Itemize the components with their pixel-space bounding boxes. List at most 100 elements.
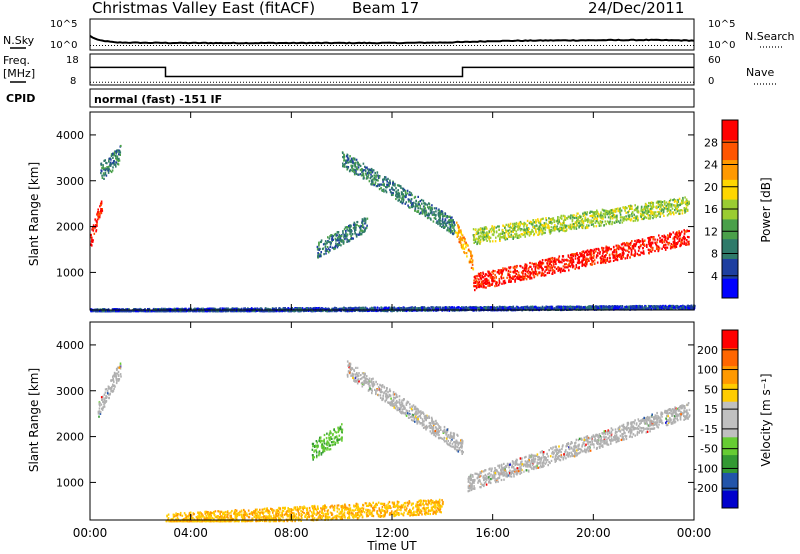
scatter-cell bbox=[571, 219, 574, 222]
scatter-cell bbox=[525, 228, 527, 231]
scatter-cell bbox=[583, 213, 586, 216]
scatter-cell bbox=[488, 272, 490, 275]
scatter-cell bbox=[677, 205, 679, 209]
scatter-cell bbox=[593, 211, 596, 214]
scatter-cell bbox=[642, 251, 645, 254]
scatter-cell bbox=[571, 226, 574, 229]
scatter-cell bbox=[584, 258, 586, 261]
scatter-cell bbox=[400, 191, 403, 194]
scatter-cell bbox=[114, 150, 116, 153]
scatter-cell bbox=[103, 174, 105, 177]
scatter-cell bbox=[481, 229, 484, 232]
scatter-cell bbox=[681, 242, 684, 245]
scatter-cell bbox=[364, 309, 366, 312]
scatter-cell bbox=[495, 275, 497, 279]
scatter-cell bbox=[552, 260, 555, 263]
scatter-cell bbox=[110, 153, 113, 156]
scatter-cell bbox=[630, 251, 633, 254]
scatter-cell bbox=[657, 200, 660, 203]
scatter-cell bbox=[590, 251, 593, 254]
scatter-cell bbox=[515, 233, 517, 236]
scatter-cell bbox=[552, 229, 554, 232]
scatter-cell bbox=[398, 195, 401, 198]
scatter-cell bbox=[602, 261, 605, 264]
scatter-cell bbox=[423, 208, 425, 211]
scatter-cell bbox=[586, 253, 589, 256]
scatter-cell bbox=[559, 227, 562, 230]
scatter-cell bbox=[500, 271, 502, 274]
scatter-cell bbox=[565, 224, 567, 227]
scatter-cell bbox=[540, 228, 542, 231]
scatter-cell bbox=[366, 217, 369, 220]
scatter-cell bbox=[435, 210, 437, 213]
scatter-cell bbox=[684, 237, 686, 240]
scatter-cell bbox=[555, 267, 558, 270]
scatter-cell bbox=[91, 244, 93, 247]
scatter-cell bbox=[611, 253, 614, 256]
scatter-cell bbox=[655, 201, 658, 204]
scatter-cell bbox=[356, 166, 358, 169]
scatter-cell bbox=[542, 262, 545, 265]
scatter-cell bbox=[664, 246, 666, 249]
scatter-cell bbox=[637, 217, 639, 220]
scatter-cell bbox=[623, 248, 626, 251]
scatter-cell bbox=[596, 214, 599, 218]
scatter-cell bbox=[465, 252, 468, 255]
scatter-cell bbox=[428, 202, 430, 205]
scatter-cell bbox=[550, 229, 553, 233]
scatter-cell bbox=[105, 174, 108, 177]
scatter-cell bbox=[535, 219, 537, 222]
scatter-cell bbox=[641, 306, 643, 309]
scatter-cell bbox=[568, 259, 571, 263]
scatter-cell bbox=[484, 273, 487, 276]
scatter-cell bbox=[551, 257, 554, 260]
scatter-cell bbox=[434, 214, 437, 217]
scatter-cell bbox=[553, 260, 555, 263]
scatter-cell bbox=[551, 272, 553, 275]
scatter-cell bbox=[466, 243, 468, 246]
scatter-cell bbox=[473, 236, 475, 240]
scatter-cell bbox=[438, 218, 441, 221]
scatter-cell bbox=[98, 216, 101, 219]
scatter-cell bbox=[586, 249, 589, 252]
scatter-cell bbox=[424, 202, 427, 205]
scatter-cell bbox=[568, 225, 570, 229]
scatter-cell bbox=[660, 211, 662, 214]
scatter-cell bbox=[613, 307, 615, 310]
scatter-cell bbox=[400, 186, 402, 189]
scatter-cell bbox=[679, 203, 682, 207]
scatter-cell bbox=[605, 254, 607, 257]
scatter-cell bbox=[538, 263, 540, 266]
scatter-cell bbox=[625, 211, 627, 214]
scatter-cell bbox=[615, 215, 618, 218]
scatter-cell bbox=[613, 254, 615, 257]
scatter-cell bbox=[491, 233, 494, 236]
scatter-cell bbox=[459, 241, 462, 244]
scatter-cell bbox=[473, 279, 475, 282]
scatter-cell bbox=[103, 159, 105, 162]
scatter-cell bbox=[543, 232, 545, 235]
scatter-cell bbox=[364, 165, 366, 168]
scatter-cell bbox=[447, 308, 450, 311]
scatter-cell bbox=[399, 200, 402, 204]
scatter-cell bbox=[465, 243, 467, 246]
scatter-cell bbox=[561, 222, 564, 225]
scatter-cell bbox=[602, 212, 605, 215]
scatter-cell bbox=[462, 243, 464, 246]
scatter-cell bbox=[112, 152, 114, 155]
scatter-cell bbox=[389, 190, 392, 193]
scatter-cell bbox=[110, 170, 113, 174]
scatter-cell bbox=[649, 248, 652, 251]
scatter-cell bbox=[344, 238, 346, 241]
scatter-cell bbox=[513, 275, 515, 278]
scatter-cell bbox=[616, 256, 619, 259]
noise-tick-low-left: 10^0 bbox=[50, 40, 77, 51]
scatter-cell bbox=[496, 281, 499, 284]
scatter-cell bbox=[448, 227, 451, 230]
scatter-cell bbox=[423, 211, 426, 214]
scatter-cell bbox=[345, 232, 347, 235]
scatter-cell bbox=[618, 255, 621, 258]
scatter-cell bbox=[346, 238, 348, 241]
scatter-cell bbox=[546, 262, 548, 265]
scatter-cell bbox=[380, 307, 383, 310]
